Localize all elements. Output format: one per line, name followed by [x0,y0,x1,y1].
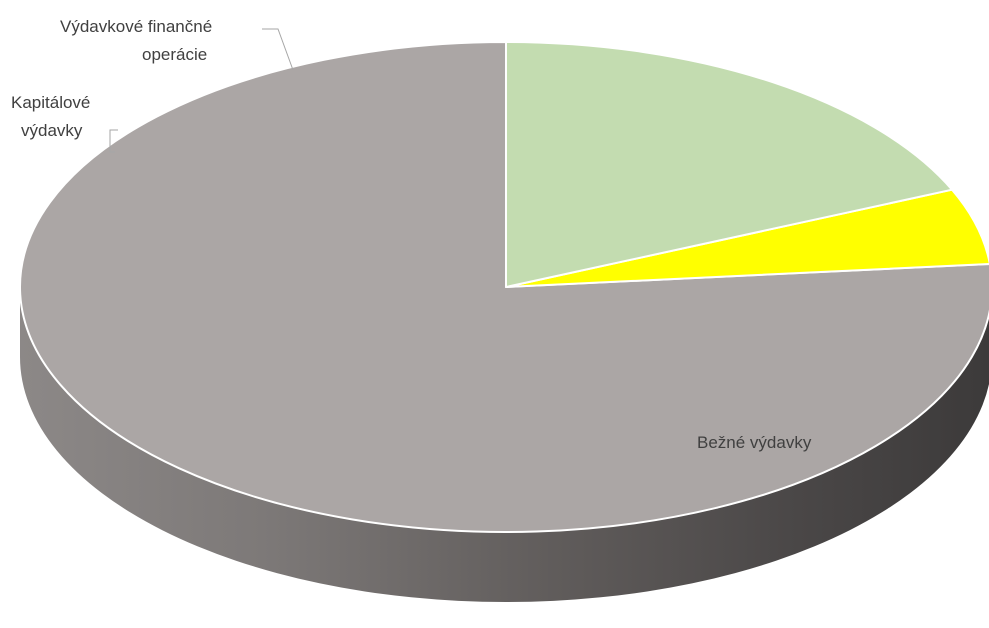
pie-slice-bezne-vydavky [19,41,989,533]
leader-line-layer [109,28,294,153]
label-kapitalove-vydavky-line2: výdavky [21,121,83,140]
pie-top-layer [19,41,989,533]
pie-side-layer [20,287,989,602]
label-bezne-vydavky: Bežné výdavky [697,433,812,452]
pie-slice-kapitalove-vydavky [505,188,989,288]
label-kapitalove-vydavky-line1: Kapitálové [11,93,90,112]
label-vydavkove-financne-operacie-line1: Výdavkové finančné [60,17,212,36]
leader-line-vydavkove-financne-operacie [262,28,294,71]
pie-slice-vydavkove-financne-operacie [505,41,954,288]
leader-line-kapitalove-vydavky [109,129,118,153]
pie-side-wall [20,287,989,602]
label-vydavkove-financne-operacie-line2: operácie [142,45,207,64]
